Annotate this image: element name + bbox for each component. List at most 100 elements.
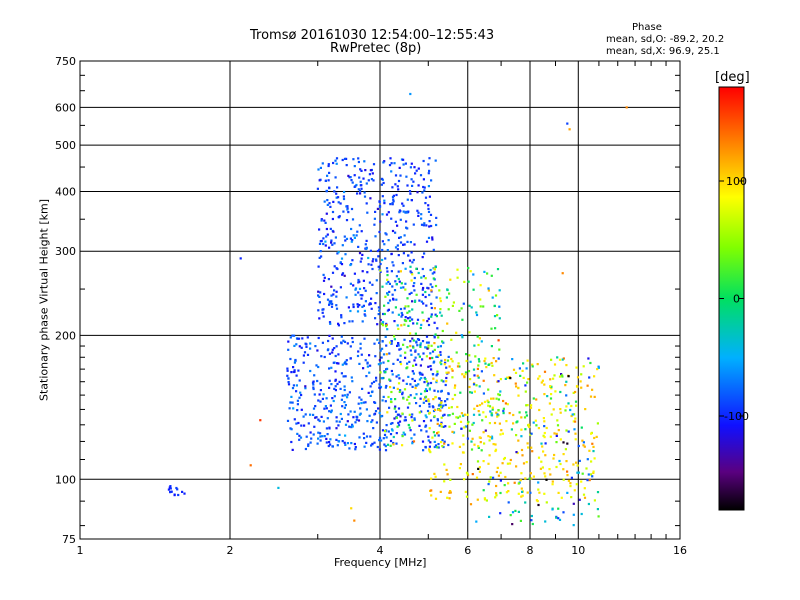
data-point [377, 255, 380, 258]
data-point [423, 222, 426, 225]
data-point [400, 311, 403, 315]
data-point [382, 353, 386, 356]
data-point [446, 473, 449, 476]
data-point [312, 386, 315, 389]
data-point [326, 174, 329, 177]
data-point [578, 459, 581, 462]
data-point [575, 461, 578, 464]
data-point [400, 324, 403, 327]
data-point [431, 356, 434, 360]
data-point [387, 301, 390, 305]
data-point [328, 379, 331, 382]
data-point [360, 230, 363, 233]
data-point [330, 294, 333, 297]
data-point [430, 302, 433, 305]
data-point [392, 264, 395, 267]
data-point [298, 345, 301, 348]
data-point [364, 289, 367, 292]
data-point [453, 393, 457, 397]
data-point [499, 491, 502, 495]
data-point [478, 466, 481, 469]
data-point [528, 477, 531, 480]
data-point [435, 223, 438, 227]
data-point [291, 401, 294, 404]
data-point [391, 229, 395, 233]
data-point [392, 297, 395, 300]
data-point [374, 317, 377, 320]
data-point [484, 429, 487, 432]
data-point [315, 416, 318, 419]
data-point [416, 344, 419, 347]
data-point [354, 185, 357, 188]
data-point [358, 362, 361, 365]
data-point [329, 443, 332, 446]
data-point [394, 410, 398, 413]
data-point [367, 263, 370, 266]
data-point [478, 470, 481, 473]
data-point [528, 425, 531, 429]
data-point [376, 323, 379, 326]
data-point [393, 162, 396, 165]
data-point [427, 207, 430, 210]
data-point [344, 253, 347, 256]
data-point [340, 257, 344, 260]
data-point [413, 417, 416, 420]
data-point [383, 199, 386, 202]
data-point [371, 267, 374, 271]
data-point [341, 394, 344, 397]
data-point [411, 337, 414, 340]
data-point [479, 298, 482, 301]
data-point [569, 408, 572, 412]
data-point [519, 374, 522, 377]
data-point [531, 365, 534, 368]
data-point [507, 501, 510, 504]
data-point [354, 421, 357, 424]
y-tick-label: 300 [55, 245, 76, 258]
data-point [363, 195, 367, 198]
data-point [490, 361, 493, 365]
data-point [543, 370, 547, 373]
phase-heading: Phase [632, 22, 662, 33]
data-point [319, 291, 322, 294]
data-point [359, 192, 362, 195]
data-point [456, 416, 460, 419]
data-point [567, 402, 570, 405]
data-point [456, 405, 459, 409]
data-point [544, 520, 547, 523]
colorbar-tick-label: 0 [733, 293, 740, 306]
data-point [347, 174, 350, 177]
data-point [545, 426, 548, 430]
data-point [410, 162, 413, 165]
data-point [362, 367, 365, 370]
data-point [498, 393, 501, 397]
data-point [444, 361, 447, 364]
data-point [422, 224, 425, 227]
data-point [451, 360, 454, 363]
data-point [380, 356, 383, 359]
data-point [415, 341, 418, 344]
data-point [392, 441, 395, 445]
data-point [548, 468, 551, 471]
data-point [458, 309, 461, 312]
data-point [540, 442, 543, 445]
data-point [361, 294, 364, 297]
data-point [391, 429, 394, 432]
data-point [476, 460, 480, 463]
data-point [482, 411, 485, 414]
data-point [491, 296, 494, 299]
data-point [399, 347, 402, 350]
data-point [575, 483, 578, 486]
data-point [397, 327, 400, 330]
data-point [463, 413, 466, 416]
data-point [378, 448, 381, 451]
data-point [560, 374, 564, 377]
data-point [415, 363, 418, 366]
data-point [462, 414, 465, 417]
data-point [360, 398, 363, 401]
data-point [338, 380, 341, 383]
data-point [499, 471, 502, 474]
data-point [416, 338, 420, 341]
data-point [287, 381, 290, 384]
data-point [473, 443, 476, 446]
